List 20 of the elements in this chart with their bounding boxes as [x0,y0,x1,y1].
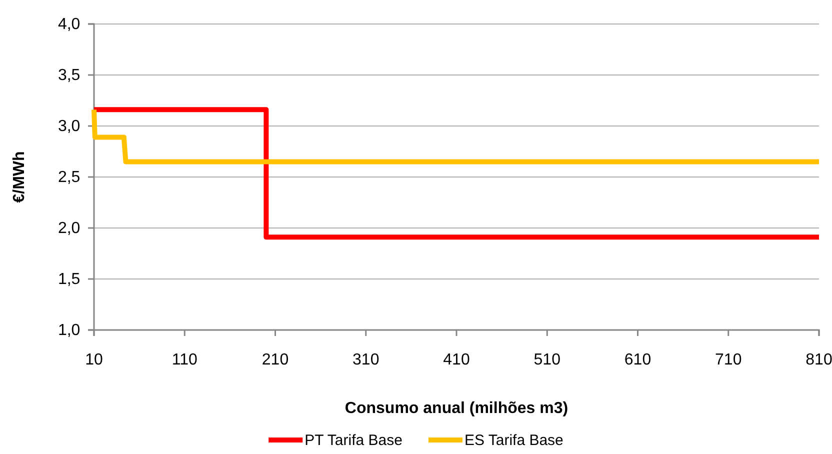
y-axis-title: €/MWh [11,151,28,203]
y-tick-label: 1,5 [58,271,80,288]
y-tick-label: 2,0 [58,220,80,238]
legend-label: PT Tarifa Base [304,432,402,449]
x-tick-label: 810 [806,352,832,369]
x-tick-label: 110 [172,352,198,369]
x-tick-label: 210 [262,352,289,369]
y-tick-label: 4,0 [58,16,80,34]
x-tick-label: 410 [443,352,470,369]
y-tick-label: 2,5 [58,169,80,186]
y-tick-label: 1,0 [58,322,80,340]
x-tick-label: 610 [624,352,652,369]
x-tick-label: 10 [85,352,103,369]
legend-label: ES Tarifa Base [464,432,564,449]
y-tick-label: 3,0 [58,118,80,136]
y-tick-label: 3,5 [58,67,80,84]
x-tick-label: 510 [534,352,561,369]
x-tick-label: 310 [352,352,380,369]
x-tick-label: 710 [715,352,742,369]
x-axis-title: Consumo anual (milhões m3) [344,400,568,417]
